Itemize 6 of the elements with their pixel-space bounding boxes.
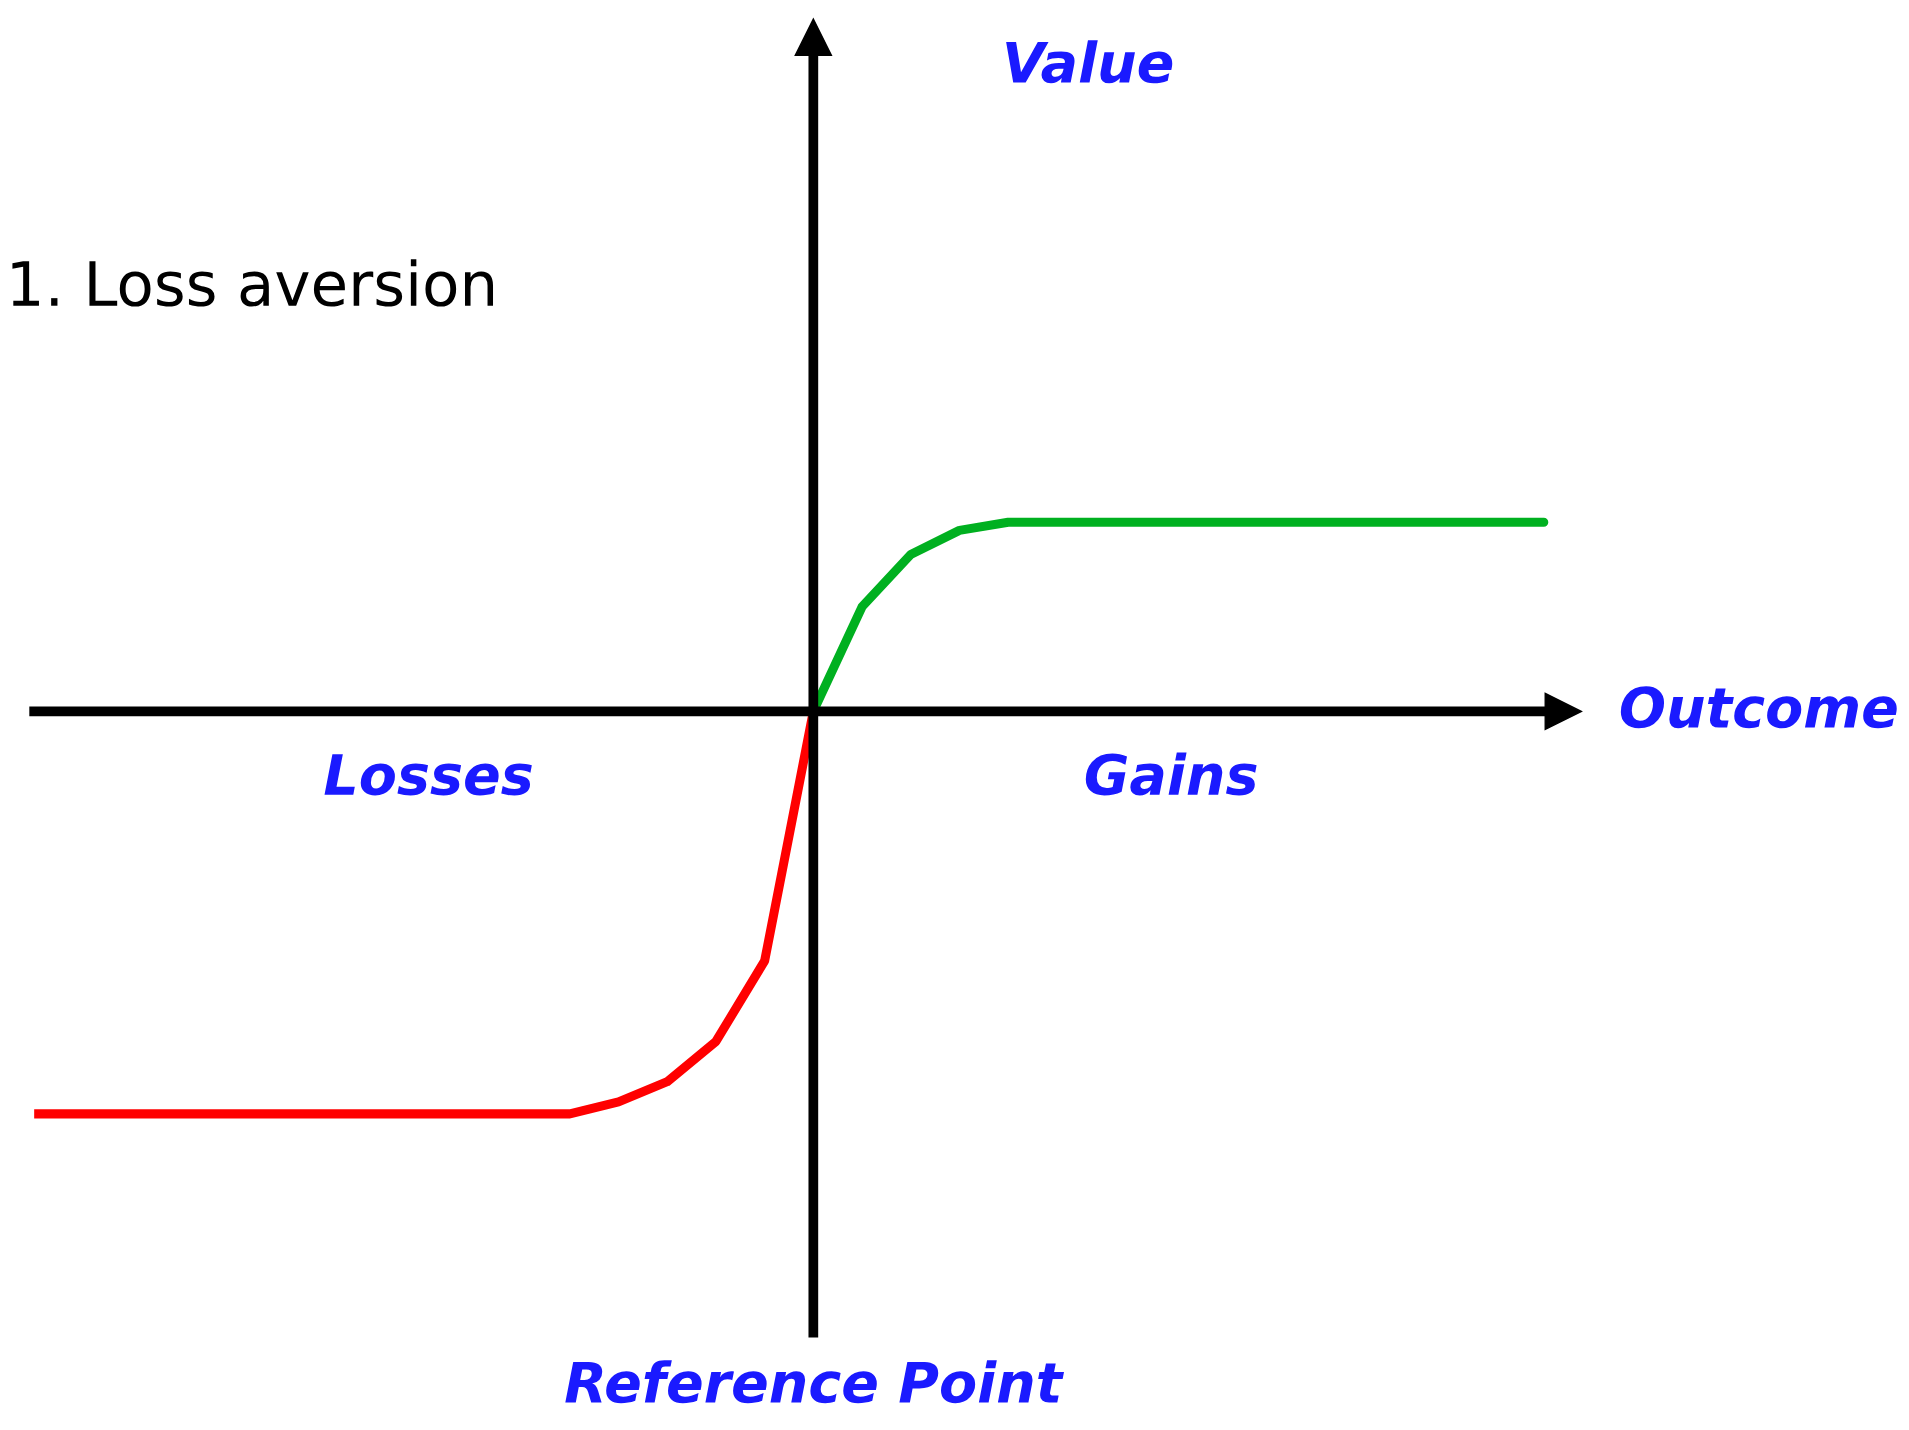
text: Value (1006, 40, 1173, 84)
x-axis-title: Outcome (1620, 686, 1897, 729)
chart-title: 1. Loss aversion (12, 259, 494, 307)
annotation: Losses (324, 754, 532, 796)
annotation: Gains (1085, 752, 1257, 796)
text: Reference Point (565, 1360, 1065, 1404)
